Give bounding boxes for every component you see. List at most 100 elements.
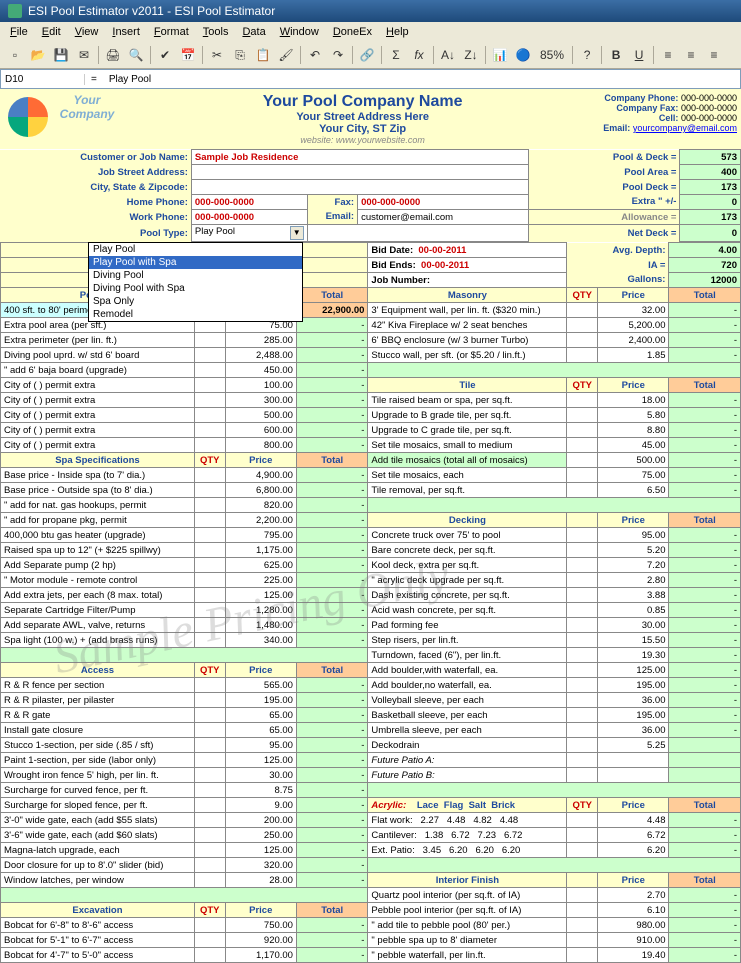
print-icon[interactable]: 🖨 bbox=[102, 45, 124, 65]
dropdown-option[interactable]: Spa Only bbox=[89, 295, 302, 308]
menu-tools[interactable]: Tools bbox=[197, 24, 235, 40]
help-icon[interactable]: ? bbox=[576, 45, 598, 65]
item-desc[interactable]: Upgrade to B grade tile, per sq.ft. bbox=[368, 408, 567, 423]
item-desc[interactable]: R & R pilaster, per pilaster bbox=[1, 693, 195, 708]
zoom-val[interactable]: 85% bbox=[535, 45, 569, 65]
format-icon[interactable]: 🖌 bbox=[275, 45, 297, 65]
item-desc[interactable]: Basketball sleeve, per each bbox=[368, 708, 567, 723]
item-desc[interactable]: Upgrade to C grade tile, per sq.ft. bbox=[368, 423, 567, 438]
sort-asc-icon[interactable]: A↓ bbox=[437, 45, 459, 65]
menu-file[interactable]: File bbox=[4, 24, 34, 40]
item-desc[interactable]: Bobcat for 4'-7" to 5'-0" access bbox=[1, 948, 195, 963]
cut-icon[interactable]: ✂ bbox=[206, 45, 228, 65]
item-desc[interactable]: City of ( ) permit extra bbox=[1, 393, 195, 408]
fx-icon[interactable]: fx bbox=[408, 45, 430, 65]
spell-icon[interactable]: ✔ bbox=[154, 45, 176, 65]
item-desc[interactable]: Add Separate pump (2 hp) bbox=[1, 558, 195, 573]
item-desc[interactable]: " add 6' baja board (upgrade) bbox=[1, 363, 195, 378]
item-desc[interactable]: Wrought iron fence 5' high, per lin. ft. bbox=[1, 768, 195, 783]
item-desc[interactable]: Set tile mosaics, small to medium bbox=[368, 438, 567, 453]
cell-reference[interactable]: D10 bbox=[5, 74, 85, 85]
item-desc[interactable]: Stucco 1-section, per side (.85 / sft) bbox=[1, 738, 195, 753]
item-desc[interactable]: Separate Cartridge Filter/Pump bbox=[1, 603, 195, 618]
open-icon[interactable]: 📂 bbox=[27, 45, 49, 65]
item-desc[interactable]: R & R fence per section bbox=[1, 678, 195, 693]
item-desc[interactable]: Tile raised beam or spa, per sq.ft. bbox=[368, 393, 567, 408]
item-desc[interactable]: Extra perimeter (per lin. ft.) bbox=[1, 333, 195, 348]
item-desc[interactable]: R & R gate bbox=[1, 708, 195, 723]
menu-bar[interactable]: FileEditViewInsertFormatToolsDataWindowD… bbox=[0, 22, 741, 42]
menu-format[interactable]: Format bbox=[148, 24, 195, 40]
item-desc[interactable]: " add for propane pkg, permit bbox=[1, 513, 195, 528]
item-desc[interactable]: Raised spa up to 12" (+ $225 spillwy) bbox=[1, 543, 195, 558]
item-desc[interactable]: " add tile to pebble pool (80' per.) bbox=[368, 918, 567, 933]
redo-icon[interactable]: ↷ bbox=[327, 45, 349, 65]
item-desc[interactable]: Turndown, faced (6"), per lin.ft. bbox=[368, 648, 567, 663]
align-right-icon[interactable]: ≡ bbox=[703, 45, 725, 65]
item-desc[interactable]: Spa light (100 w.) + (add brass runs) bbox=[1, 633, 195, 648]
dropdown-option[interactable]: Remodel bbox=[89, 308, 302, 321]
item-desc[interactable]: Quartz pool interior (per sq.ft. of IA) bbox=[368, 888, 567, 903]
menu-view[interactable]: View bbox=[69, 24, 105, 40]
item-desc[interactable]: Acid wash concrete, per sq.ft. bbox=[368, 603, 567, 618]
item-desc[interactable]: Concrete truck over 75' to pool bbox=[368, 528, 567, 543]
dropdown-option[interactable]: Play Pool bbox=[89, 243, 302, 256]
item-desc[interactable]: Tile removal, per sq.ft. bbox=[368, 483, 567, 498]
item-desc[interactable]: " add for nat. gas hookups, permit bbox=[1, 498, 195, 513]
item-desc[interactable]: Set tile mosaics, each bbox=[368, 468, 567, 483]
new-icon[interactable]: ▫ bbox=[4, 45, 26, 65]
menu-insert[interactable]: Insert bbox=[106, 24, 146, 40]
dropdown-option[interactable]: Play Pool with Spa bbox=[89, 256, 302, 269]
item-desc[interactable]: Future Patio B: bbox=[368, 768, 567, 783]
item-desc[interactable]: Add extra jets, per each (8 max. total) bbox=[1, 588, 195, 603]
undo-icon[interactable]: ↶ bbox=[304, 45, 326, 65]
sort-desc-icon[interactable]: Z↓ bbox=[460, 45, 482, 65]
item-desc[interactable]: 3' Equipment wall, per lin. ft. ($320 mi… bbox=[368, 303, 567, 318]
menu-data[interactable]: Data bbox=[236, 24, 271, 40]
item-desc[interactable]: Base price - Inside spa (to 7' dia.) bbox=[1, 468, 195, 483]
item-desc[interactable]: Bobcat for 6'-8" to 8'-6" access bbox=[1, 918, 195, 933]
item-desc[interactable]: Install gate closure bbox=[1, 723, 195, 738]
menu-edit[interactable]: Edit bbox=[36, 24, 67, 40]
item-desc[interactable]: City of ( ) permit extra bbox=[1, 438, 195, 453]
item-desc[interactable]: Surcharge for curved fence, per ft. bbox=[1, 783, 195, 798]
pooltype-dropdown-list[interactable]: Play PoolPlay Pool with SpaDiving PoolDi… bbox=[88, 242, 303, 322]
item-desc[interactable]: City of ( ) permit extra bbox=[1, 378, 195, 393]
align-center-icon[interactable]: ≡ bbox=[680, 45, 702, 65]
item-desc[interactable]: Magna-latch upgrade, each bbox=[1, 843, 195, 858]
item-desc[interactable]: Add separate AWL, valve, returns bbox=[1, 618, 195, 633]
item-desc[interactable]: 400,000 btu gas heater (upgrade) bbox=[1, 528, 195, 543]
item-desc[interactable]: Surcharge for sloped fence, per ft. bbox=[1, 798, 195, 813]
item-desc[interactable]: 6' BBQ enclosure (w/ 3 burner Turbo) bbox=[368, 333, 567, 348]
underline-icon[interactable]: U bbox=[628, 45, 650, 65]
item-desc[interactable]: Add boulder,with waterfall, ea. bbox=[368, 663, 567, 678]
save-icon[interactable]: 💾 bbox=[50, 45, 72, 65]
item-desc[interactable]: Door closure for up to 8'.0" slider (bid… bbox=[1, 858, 195, 873]
paste-icon[interactable]: 📋 bbox=[252, 45, 274, 65]
item-desc[interactable]: Diving pool uprd. w/ std 6' board bbox=[1, 348, 195, 363]
item-desc[interactable]: Window latches, per window bbox=[1, 873, 195, 888]
item-desc[interactable]: 42" Kiva Fireplace w/ 2 seat benches bbox=[368, 318, 567, 333]
item-desc[interactable]: Volleyball sleeve, per each bbox=[368, 693, 567, 708]
item-desc[interactable]: Bobcat for 5'-1" to 6'-7" access bbox=[1, 933, 195, 948]
item-desc[interactable]: " pebble waterfall, per lin.ft. bbox=[368, 948, 567, 963]
item-desc[interactable]: Umbrella sleeve, per each bbox=[368, 723, 567, 738]
draw-icon[interactable]: 🔵 bbox=[512, 45, 534, 65]
item-desc[interactable]: Step risers, per lin.ft. bbox=[368, 633, 567, 648]
item-desc[interactable]: 3'-6" wide gate, each (add $60 slats) bbox=[1, 828, 195, 843]
chart-icon[interactable]: 📊 bbox=[489, 45, 511, 65]
item-desc[interactable]: City of ( ) permit extra bbox=[1, 408, 195, 423]
menu-help[interactable]: Help bbox=[380, 24, 415, 40]
pooltype-dropdown[interactable]: Play Pool▼ bbox=[191, 225, 307, 242]
formula-bar[interactable]: Play Pool bbox=[103, 74, 736, 85]
dropdown-option[interactable]: Diving Pool bbox=[89, 269, 302, 282]
item-desc[interactable]: Bare concrete deck, per sq.ft. bbox=[368, 543, 567, 558]
research-icon[interactable]: 📅 bbox=[177, 45, 199, 65]
item-desc[interactable]: Add tile mosaics (total all of mosaics) bbox=[368, 453, 567, 468]
preview-icon[interactable]: 🔍 bbox=[125, 45, 147, 65]
item-desc[interactable]: Paint 1-section, per side (labor only) bbox=[1, 753, 195, 768]
item-desc[interactable]: Deckodrain bbox=[368, 738, 567, 753]
item-desc[interactable]: " pebble spa up to 8' diameter bbox=[368, 933, 567, 948]
item-desc[interactable]: Kool deck, extra per sq.ft. bbox=[368, 558, 567, 573]
item-desc[interactable]: Pebble pool interior (per sq.ft. of IA) bbox=[368, 903, 567, 918]
